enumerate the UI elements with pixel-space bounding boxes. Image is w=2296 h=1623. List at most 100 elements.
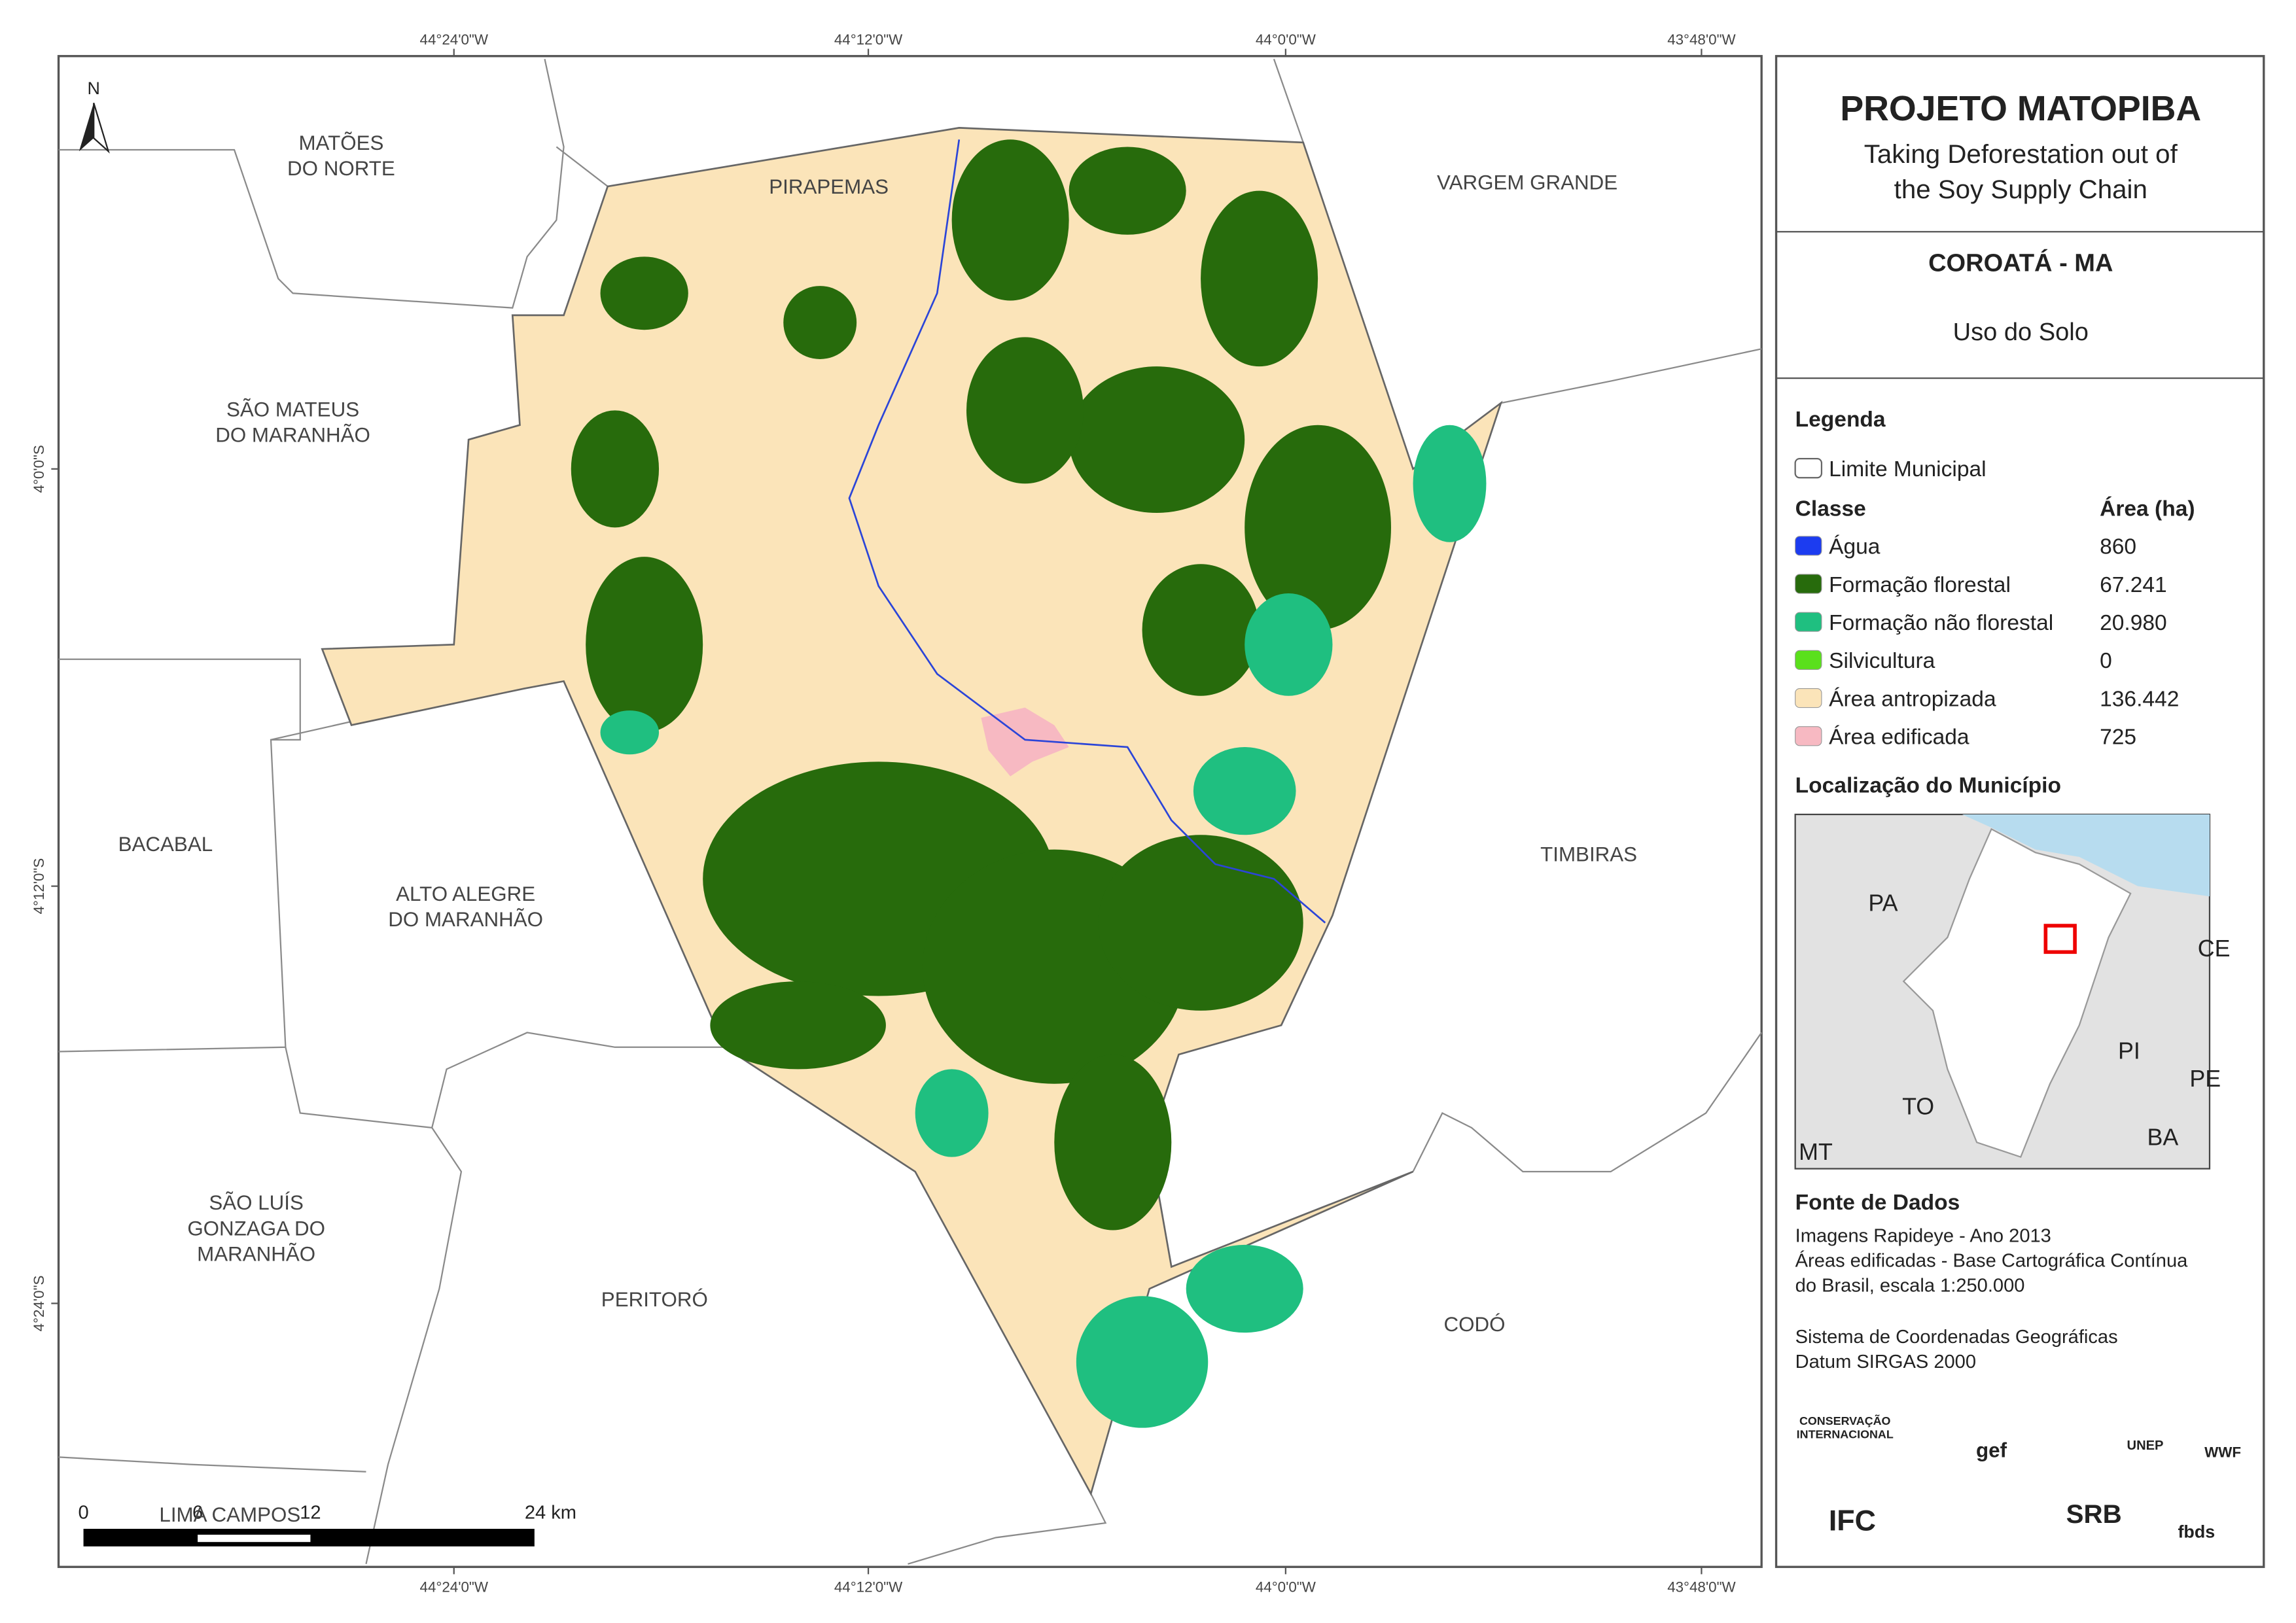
boundary	[1412, 1032, 1763, 1173]
location-title: Localização do Município	[1795, 773, 2061, 797]
patch	[1186, 1244, 1303, 1333]
panel-frame	[1775, 55, 2265, 1568]
source-line: Áreas edificadas - Base Cartográfica Con…	[1795, 1249, 2188, 1271]
patch	[1054, 1054, 1172, 1230]
boundary	[58, 658, 301, 1053]
lon-label: 43°48'0"W	[1667, 31, 1736, 48]
theme: Uso do Solo	[1953, 319, 2089, 346]
place-name: LIMA CAMPOS	[159, 1503, 300, 1526]
legend-swatch	[1795, 574, 1822, 594]
legend-label: Formação não florestal	[1829, 611, 2053, 635]
boundary	[58, 1456, 366, 1473]
lon-label: 43°48'0"W	[1667, 1579, 1736, 1595]
scale-segment	[198, 1535, 311, 1543]
location-box	[2043, 924, 2077, 954]
legend-area: 860	[2100, 535, 2136, 559]
crs-line: Datum SIRGAS 2000	[1795, 1352, 1976, 1372]
logo-text: SRB	[2066, 1499, 2122, 1529]
patch	[710, 981, 886, 1070]
legend-area: 67.241	[2100, 573, 2167, 597]
legend-swatch	[1795, 612, 1822, 632]
inset-label: BA	[2147, 1125, 2178, 1151]
place-name: TIMBIRAS	[1540, 843, 1637, 866]
inset-label: TO	[1902, 1094, 1934, 1120]
place-name: MATÕES	[298, 131, 383, 154]
patch	[600, 710, 660, 755]
ocean	[1962, 814, 2210, 897]
legend-label: Área edificada	[1829, 725, 1969, 750]
place-name: SÃO LUÍS	[209, 1191, 304, 1214]
arrow-half	[93, 103, 110, 154]
lon-label: 44°24'0"W	[420, 1579, 489, 1595]
inset-label: CE	[2198, 935, 2231, 962]
place-name: DO MARANHÃO	[215, 423, 370, 446]
legend-swatch	[1795, 726, 1822, 746]
lon-label: 44°12'0"W	[834, 31, 903, 48]
patch	[966, 337, 1084, 484]
logo-text: gef	[1976, 1439, 2007, 1461]
patch	[1245, 593, 1333, 696]
crs-line: Sistema de Coordenadas Geográficas	[1795, 1327, 2118, 1348]
boundary	[908, 1493, 1107, 1565]
boundary	[58, 58, 565, 309]
legend-area: 725	[2100, 725, 2136, 750]
panel-title: PROJETO MATOPIBA	[1840, 89, 2201, 128]
boundary-label: Limite Municipal	[1829, 457, 1987, 481]
place-name: DO NORTE	[287, 157, 395, 180]
lat-label: 4°0'0"S	[31, 445, 47, 493]
place-name: DO MARANHÃO	[388, 908, 543, 931]
patch	[1413, 425, 1487, 542]
logo-text: WWF	[2204, 1444, 2241, 1460]
area-header: Área (ha)	[2100, 496, 2195, 521]
lon-label: 44°12'0"W	[834, 1579, 903, 1595]
municipality	[321, 127, 1503, 1496]
lat-label: 4°12'0"S	[31, 858, 47, 915]
legend-label: Área antropizada	[1829, 687, 1996, 711]
patch	[1142, 564, 1260, 696]
river	[848, 139, 1326, 924]
legend-label: Silvicultura	[1829, 649, 1935, 673]
logo-text: CONSERVAÇÃO	[1799, 1414, 1891, 1427]
place-name: CODÓ	[1444, 1313, 1506, 1336]
inset-label: MT	[1799, 1139, 1833, 1165]
legend-area: 0	[2100, 649, 2112, 673]
patch	[571, 410, 660, 528]
state	[1902, 828, 2132, 1159]
place-name: VARGEM GRANDE	[1437, 171, 1617, 194]
logo-text: INTERNACIONAL	[1797, 1427, 1894, 1440]
urban-area	[981, 707, 1069, 777]
panel-subtitle: Taking Deforestation out of	[1864, 139, 2178, 169]
non-forest-patches	[600, 425, 1487, 1428]
legend-label: Formação florestal	[1829, 573, 2011, 597]
inset-label: PI	[2118, 1038, 2140, 1064]
boundary	[556, 146, 609, 187]
patch	[1201, 190, 1318, 367]
logo-text: UNEP	[2127, 1439, 2164, 1453]
patch	[1069, 147, 1186, 235]
logo-text: IFC	[1829, 1504, 1876, 1537]
patch	[586, 557, 703, 733]
boundary	[1273, 58, 1304, 143]
class-header: Classe	[1795, 497, 1866, 521]
place-name: BACABAL	[118, 833, 213, 856]
panel-subtitle: the Soy Supply Chain	[1894, 175, 2147, 204]
patch	[951, 139, 1069, 301]
logo-text: fbds	[2178, 1522, 2215, 1541]
place-name: ALTO ALEGRE	[396, 882, 535, 905]
source-line: do Brasil, escala 1:250.000	[1795, 1276, 2025, 1297]
scale-label: 12	[300, 1502, 321, 1523]
neighbour-boundaries	[58, 58, 1763, 1565]
patch	[1193, 747, 1296, 835]
boundary	[285, 1032, 725, 1129]
place-name: PIRAPEMAS	[769, 175, 889, 198]
boundary-swatch	[1794, 458, 1823, 479]
source-line: Imagens Rapideye - Ano 2013	[1795, 1225, 2051, 1246]
legend-label: Água	[1829, 535, 1881, 559]
place-name: PERITORÓ	[601, 1288, 708, 1311]
lon-label: 44°0'0"W	[1256, 31, 1316, 48]
legend-area: 136.442	[2100, 687, 2179, 711]
lon-label: 44°0'0"W	[1256, 1579, 1316, 1595]
lon-label: 44°24'0"W	[420, 31, 489, 48]
